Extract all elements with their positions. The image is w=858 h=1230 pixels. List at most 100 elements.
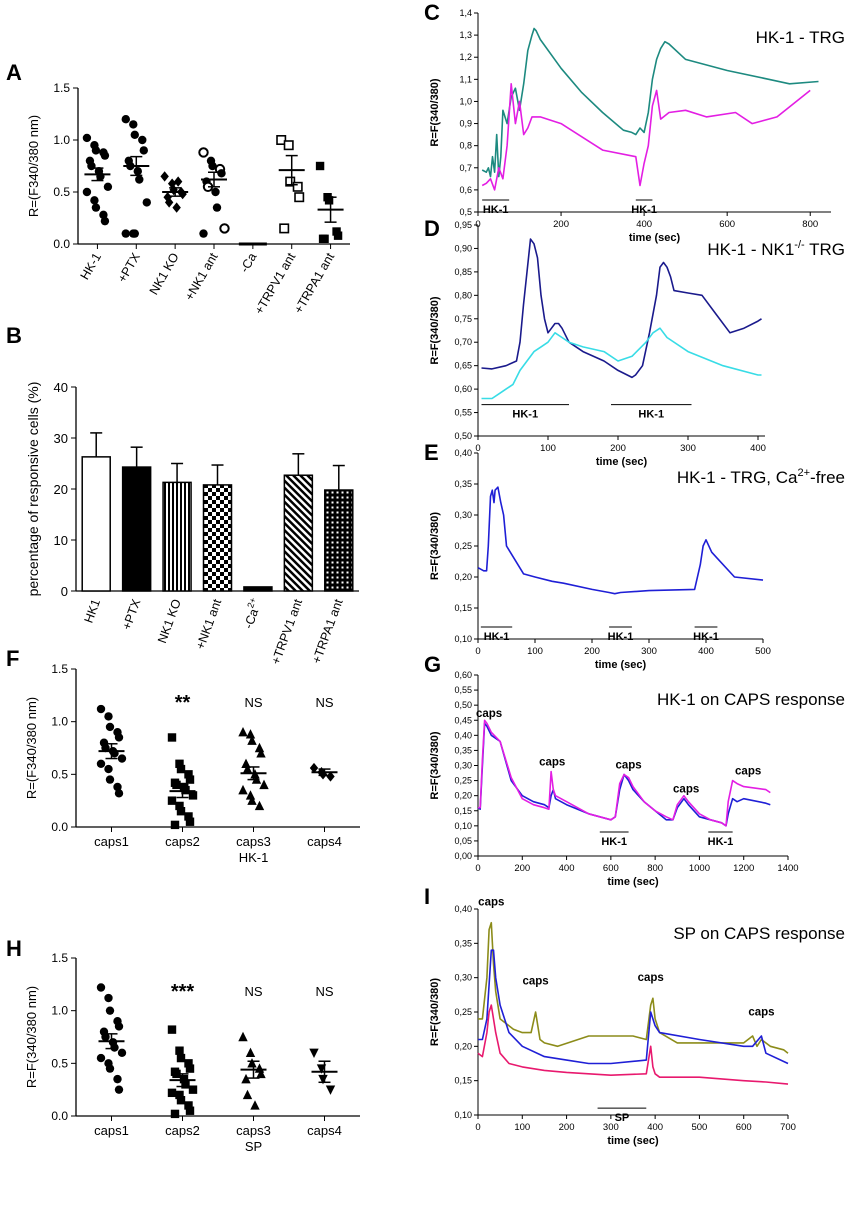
h-data-point bbox=[185, 1106, 195, 1115]
i-y-tick-label: 0,15 bbox=[454, 1076, 472, 1086]
a-y-tick-label: 0.0 bbox=[53, 237, 70, 251]
b-bar bbox=[243, 586, 273, 592]
a-data-point bbox=[139, 146, 148, 155]
b-bar bbox=[283, 474, 314, 592]
panel-label-a: A bbox=[6, 60, 22, 85]
b-bar bbox=[202, 484, 233, 592]
a-x-tick-label: +NK1 ant bbox=[182, 250, 221, 303]
e-y-axis-label: R=F(340/380) bbox=[429, 512, 441, 581]
h-data-point bbox=[309, 1048, 319, 1058]
h-data-point bbox=[105, 1064, 115, 1073]
panel-label-e: E bbox=[424, 440, 439, 465]
b-bar bbox=[81, 456, 111, 592]
f-data-point bbox=[247, 795, 257, 805]
d-chart-title: HK-1 - NK1-/- TRG bbox=[707, 239, 845, 259]
b-y-tick-label: 0 bbox=[61, 584, 68, 599]
a-data-point bbox=[91, 146, 101, 155]
e-stimulus-label: HK-1 bbox=[484, 631, 510, 643]
f-data-point bbox=[105, 775, 115, 784]
a-data-point bbox=[167, 178, 177, 189]
d-x-axis-label: time (sec) bbox=[596, 456, 648, 468]
c-y-tick-label: 1,0 bbox=[459, 96, 472, 106]
f-data-point bbox=[245, 729, 256, 739]
f-significance-label: NS bbox=[315, 695, 333, 710]
b-x-tick-label: NK1 KO bbox=[155, 597, 184, 645]
i-series-line-2 bbox=[478, 949, 789, 1065]
g-chart-title: HK-1 on CAPS response bbox=[657, 690, 845, 709]
f-x-tick-label: caps4 bbox=[307, 834, 342, 849]
h-data-point bbox=[184, 1059, 193, 1068]
c-series-line-1 bbox=[481, 27, 819, 178]
panel-label-h: H bbox=[6, 936, 22, 961]
d-chart-title-suffix: TRG bbox=[805, 240, 845, 259]
h-data-point bbox=[114, 1022, 124, 1031]
i-x-tick-label: 0 bbox=[475, 1122, 480, 1133]
d-x-tick-label: 400 bbox=[750, 443, 766, 454]
a-data-point bbox=[294, 192, 305, 203]
f-significance-label: NS bbox=[244, 695, 262, 710]
c-y-tick-label: 0,7 bbox=[459, 163, 472, 173]
h-y-axis-label: R=F(340/380 nm) bbox=[24, 986, 39, 1088]
panel-label-d: D bbox=[424, 216, 440, 241]
h-data-point bbox=[110, 1043, 119, 1052]
c-y-tick-label: 0,6 bbox=[459, 185, 472, 195]
f-y-tick-label: 0.0 bbox=[51, 820, 68, 834]
c-y-tick-label: 0,9 bbox=[459, 119, 472, 129]
h-data-point bbox=[96, 983, 106, 992]
i-annotation-label: caps bbox=[522, 976, 548, 988]
a-data-point bbox=[333, 231, 343, 240]
f-data-point bbox=[176, 807, 186, 816]
e-x-tick-label: 300 bbox=[641, 646, 657, 657]
c-series-line-2 bbox=[481, 83, 811, 191]
d-series-line-1 bbox=[481, 238, 762, 379]
g-y-axis-label: R=F(340/380) bbox=[429, 731, 441, 800]
d-y-tick-label: 0,70 bbox=[454, 337, 472, 347]
d-x-tick-label: 200 bbox=[610, 443, 626, 454]
e-y-tick-label: 0,20 bbox=[454, 572, 472, 582]
h-x-sublabel: SP bbox=[245, 1139, 262, 1154]
c-y-tick-label: 1,4 bbox=[459, 8, 472, 18]
i-stimulus-label: SP bbox=[615, 1112, 630, 1124]
g-x-tick-label: 600 bbox=[603, 863, 619, 874]
i-x-axis-label: time (sec) bbox=[607, 1135, 659, 1147]
h-data-point bbox=[105, 1006, 115, 1015]
b-x-tick-label-sup: 2+ bbox=[245, 596, 258, 609]
d-x-tick-label: 0 bbox=[475, 443, 480, 454]
e-y-tick-label: 0,25 bbox=[454, 541, 472, 551]
f-data-point bbox=[114, 789, 124, 798]
f-x-sublabel: HK-1 bbox=[239, 850, 269, 865]
h-data-point bbox=[188, 1085, 198, 1094]
i-x-tick-label: 100 bbox=[514, 1122, 530, 1133]
f-data-point bbox=[114, 733, 124, 742]
f-data-point bbox=[96, 704, 106, 714]
c-x-tick-label: 400 bbox=[636, 219, 652, 230]
e-x-tick-label: 0 bbox=[475, 646, 480, 657]
i-y-tick-label: 0,40 bbox=[454, 904, 472, 914]
i-x-tick-label: 500 bbox=[691, 1122, 707, 1133]
plots-layer: 0.00.51.01.5R=(F340/380 nm)HK-1 +PTX NK1 K… bbox=[24, 8, 845, 1154]
g-annotation-label: caps bbox=[539, 757, 565, 769]
g-y-tick-label: 0,20 bbox=[454, 791, 472, 801]
h-x-tick-label: caps4 bbox=[307, 1123, 342, 1138]
h-x-tick-label: caps2 bbox=[165, 1123, 200, 1138]
i-y-axis-label: R=F(340/380) bbox=[429, 978, 441, 1047]
a-data-point bbox=[121, 229, 130, 238]
f-data-point bbox=[176, 764, 186, 774]
f-data-point bbox=[185, 775, 195, 784]
f-x-tick-label: caps3 bbox=[236, 834, 271, 849]
f-data-point bbox=[309, 762, 319, 774]
i-y-tick-label: 0,35 bbox=[454, 938, 472, 948]
f-data-point bbox=[238, 727, 248, 737]
e-y-tick-label: 0,35 bbox=[454, 479, 472, 489]
b-bar bbox=[162, 481, 192, 592]
f-data-point bbox=[104, 712, 113, 721]
h-data-point bbox=[185, 1064, 195, 1073]
i-x-tick-label: 400 bbox=[647, 1122, 663, 1133]
panel-label-g: G bbox=[424, 652, 441, 677]
h-data-point bbox=[318, 1074, 328, 1085]
f-data-point bbox=[247, 735, 257, 745]
e-chart-title: HK-1 - TRG, Ca2+-free bbox=[677, 467, 845, 487]
panel-label-c: C bbox=[424, 0, 440, 25]
h-significance-label: NS bbox=[315, 984, 333, 999]
d-y-tick-label: 0,95 bbox=[454, 220, 472, 230]
